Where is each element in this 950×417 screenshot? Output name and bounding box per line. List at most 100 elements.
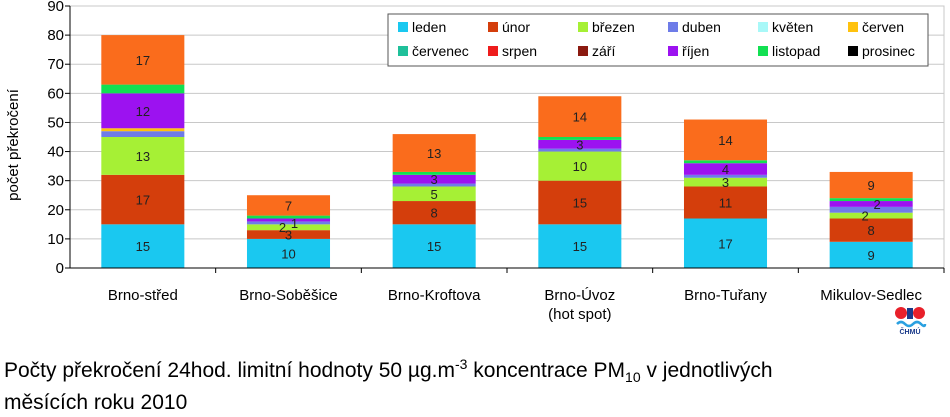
bar-segment xyxy=(829,212,913,219)
bar-segment xyxy=(246,238,331,268)
legend-swatch xyxy=(398,46,408,56)
bar-segment xyxy=(246,195,331,216)
figure-caption: Počty překročení 24hod. limitní hodnoty … xyxy=(4,352,944,415)
category-label: Mikulov-Sedlec xyxy=(820,287,922,304)
legend-label: září xyxy=(592,43,615,59)
y-axis-title: počet překročení xyxy=(5,88,22,201)
logo-text: ČHMÚ xyxy=(899,329,921,336)
caption-unit-exponent: -3 xyxy=(455,356,468,372)
data-label: 15 xyxy=(573,196,587,211)
legend: leden únor březen duben květen červen červenec… xyxy=(387,13,929,67)
x-axis: Brno-střed Brno-Soběšice Brno-Kroftova Brno… xyxy=(70,267,945,323)
legend-label: březen xyxy=(592,19,635,35)
bar-segment xyxy=(829,201,913,207)
data-label: 8 xyxy=(868,223,875,238)
data-label: 12 xyxy=(136,104,150,119)
legend-label: únor xyxy=(502,19,530,35)
data-label: 14 xyxy=(573,110,587,125)
bar-segment xyxy=(392,183,476,187)
data-label: 3 xyxy=(722,175,729,190)
data-label: 3 xyxy=(431,172,438,187)
bar-segment xyxy=(392,134,476,172)
category-label: Brno-Tuřany xyxy=(684,287,767,304)
bar-segment xyxy=(246,215,331,219)
bar-segment xyxy=(538,180,622,225)
legend-swatch xyxy=(668,46,678,56)
category-label: Brno-Úvoz xyxy=(544,287,615,304)
legend-swatch xyxy=(488,46,498,56)
bar-segment xyxy=(101,131,185,137)
bar-segment xyxy=(101,35,185,85)
data-label: 15 xyxy=(573,239,587,254)
data-label: 13 xyxy=(136,149,150,164)
y-tick-label: 30 xyxy=(47,173,64,190)
bar-segment xyxy=(829,241,913,268)
data-label: 2 xyxy=(279,220,286,235)
data-label: 17 xyxy=(136,193,150,208)
bar-segment xyxy=(683,186,768,219)
y-axis: 0 10 20 30 40 50 60 70 80 90 xyxy=(47,0,71,277)
y-tick-label: 0 xyxy=(56,260,64,277)
caption-text: koncentrace PM xyxy=(467,359,626,382)
legend-swatch xyxy=(398,22,408,32)
bar-segment xyxy=(538,224,622,268)
chmu-logo: ČHMÚ xyxy=(893,305,927,341)
category-label: (hot spot) xyxy=(548,306,611,323)
data-label: 10 xyxy=(573,159,587,174)
data-label: 15 xyxy=(136,239,150,254)
bar-segment xyxy=(683,177,768,187)
bar-segment xyxy=(392,201,476,225)
data-label: 1 xyxy=(291,216,298,231)
data-label: 9 xyxy=(868,178,875,193)
data-label: 17 xyxy=(718,236,732,251)
data-label: 3 xyxy=(576,137,583,152)
y-tick-label: 10 xyxy=(47,231,64,248)
data-label: 3 xyxy=(285,228,292,243)
y-tick-label: 90 xyxy=(47,0,64,15)
data-label: 2 xyxy=(862,209,869,224)
y-tick-label: 60 xyxy=(47,85,64,102)
bar-segment xyxy=(683,174,768,178)
bar-segment xyxy=(392,171,476,175)
data-label: 14 xyxy=(718,133,732,148)
data-label: 2 xyxy=(874,197,881,212)
bar-segment xyxy=(683,119,768,161)
bar-segment xyxy=(392,224,476,268)
legend-label: listopad xyxy=(772,43,820,59)
category-label: Brno-Kroftova xyxy=(388,287,481,304)
bar-segment xyxy=(538,137,622,140)
legend-label: leden xyxy=(412,19,446,35)
bar-segment xyxy=(829,218,913,242)
data-label: 5 xyxy=(431,187,438,202)
data-label: 13 xyxy=(427,146,441,161)
legend-label: srpen xyxy=(502,43,537,59)
data-label: 17 xyxy=(136,53,150,68)
bar-segment xyxy=(683,218,768,268)
data-label: 8 xyxy=(431,206,438,221)
legend-label: červenec xyxy=(412,43,469,59)
bar-segment xyxy=(101,93,185,129)
legend-label: červen xyxy=(862,19,904,35)
legend-swatch xyxy=(668,22,678,32)
chmu-logo-mark xyxy=(895,307,927,328)
legend-swatch xyxy=(578,22,588,32)
caption-text: v jednotlivých xyxy=(640,359,773,382)
bar-segment xyxy=(392,174,476,184)
bar-segment xyxy=(829,198,913,202)
bar-segment xyxy=(683,160,768,164)
legend-swatch xyxy=(848,22,858,32)
bar-segment xyxy=(538,148,622,152)
bar-segment xyxy=(538,151,622,181)
legend-swatch xyxy=(758,46,768,56)
category-label: Brno-Soběšice xyxy=(239,287,337,304)
bar-segment xyxy=(538,96,622,137)
y-tick-label: 20 xyxy=(47,202,64,219)
bar-segment xyxy=(101,137,185,175)
legend-box xyxy=(387,13,929,67)
y-tick-label: 80 xyxy=(47,27,64,44)
bar-segment xyxy=(101,174,185,225)
legend-label: květen xyxy=(772,19,813,35)
data-label: 15 xyxy=(427,239,441,254)
bar-segment xyxy=(829,171,913,199)
caption-text: Počty překročení 24hod. limitní hodnoty … xyxy=(4,359,456,382)
